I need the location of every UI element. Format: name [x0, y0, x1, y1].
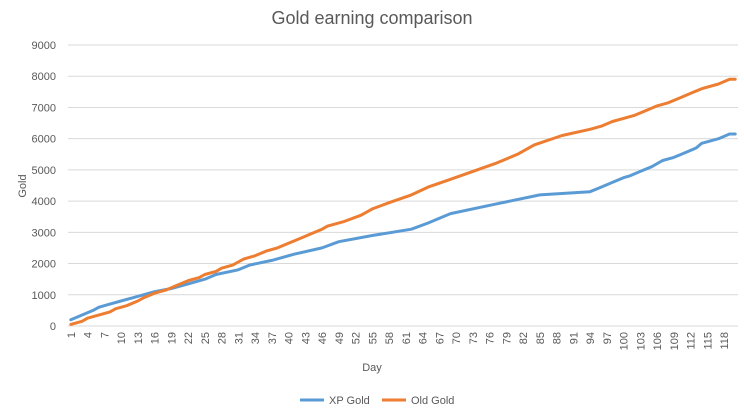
- x-tick-label: 118: [719, 332, 731, 350]
- x-tick-label: 100: [619, 332, 631, 350]
- x-tick-label: 25: [200, 332, 212, 344]
- x-tick-label: 10: [116, 332, 128, 344]
- x-tick-label: 13: [133, 332, 145, 344]
- x-tick-label: 76: [485, 332, 497, 344]
- x-tick-label: 37: [267, 332, 279, 344]
- x-tick-label: 82: [518, 332, 530, 344]
- x-tick-label: 40: [284, 332, 296, 344]
- y-tick-label: 1000: [32, 290, 56, 302]
- x-tick-label: 103: [635, 332, 647, 350]
- y-tick-label: 5000: [32, 165, 56, 177]
- legend-label: Old Gold: [411, 395, 454, 407]
- x-tick-label: 94: [585, 332, 597, 344]
- x-tick-label: 52: [351, 332, 363, 344]
- x-axis-ticks: 1 4 7 10 13 16 19 22 25 28 31 34 37 40 43 46 49 52 55 58 61 6…: [66, 332, 731, 350]
- x-tick-label: 67: [434, 332, 446, 344]
- x-tick-label: 85: [535, 332, 547, 344]
- x-tick-label: 70: [451, 332, 463, 344]
- y-tick-label: 3000: [32, 227, 56, 239]
- x-tick-label: 49: [334, 332, 346, 344]
- x-tick-label: 73: [468, 332, 480, 344]
- x-tick-label: 46: [317, 332, 329, 344]
- x-tick-label: 58: [384, 332, 396, 344]
- x-tick-label: 91: [568, 332, 580, 344]
- y-tick-label: 0: [50, 321, 56, 333]
- gridlines: [68, 44, 738, 296]
- series-lines: [69, 77, 737, 326]
- x-tick-label: 88: [552, 332, 564, 344]
- legend-label: XP Gold: [329, 395, 370, 407]
- series-line-xp-gold: [69, 132, 737, 322]
- x-tick-label: 109: [669, 332, 681, 350]
- x-tick-label: 115: [702, 332, 714, 350]
- x-tick-label: 7: [99, 332, 111, 338]
- x-tick-label: 55: [367, 332, 379, 344]
- x-tick-label: 61: [401, 332, 413, 344]
- x-tick-label: 34: [250, 332, 262, 344]
- x-tick-label: 97: [602, 332, 614, 344]
- x-tick-label: 31: [233, 332, 245, 344]
- y-tick-label: 8000: [32, 71, 56, 83]
- x-tick-label: 64: [418, 332, 430, 344]
- x-axis-title: Day: [362, 362, 382, 374]
- x-tick-label: 16: [150, 332, 162, 344]
- y-tick-label: 7000: [32, 102, 56, 114]
- y-axis-title: Gold: [17, 174, 29, 197]
- x-tick-label: 106: [652, 332, 664, 350]
- series-line-old-gold: [69, 77, 737, 326]
- x-tick-label: 4: [83, 332, 95, 338]
- y-tick-label: 2000: [32, 259, 56, 271]
- x-tick-label: 1: [66, 332, 78, 338]
- x-tick-label: 112: [686, 332, 698, 350]
- x-tick-label: 19: [166, 332, 178, 344]
- x-tick-label: 43: [300, 332, 312, 344]
- chart-title: Gold earning comparison: [271, 8, 472, 28]
- x-tick-label: 28: [217, 332, 229, 344]
- y-tick-label: 4000: [32, 196, 56, 208]
- y-axis-ticks: 0 1000 2000 3000 4000 5000 6000 7000 8000 9000: [32, 40, 56, 333]
- y-tick-label: 6000: [32, 134, 56, 146]
- x-tick-label: 22: [183, 332, 195, 344]
- y-tick-label: 9000: [32, 40, 56, 52]
- x-tick-label: 79: [501, 332, 513, 344]
- legend: XP Gold Old Gold: [300, 395, 454, 407]
